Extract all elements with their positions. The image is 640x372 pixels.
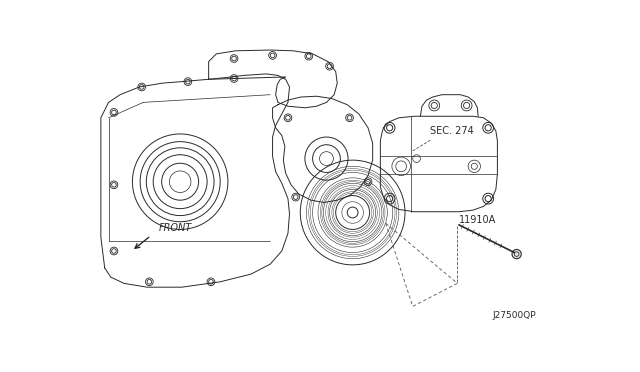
- Text: SEC. 274: SEC. 274: [431, 125, 474, 135]
- Text: 11910A: 11910A: [459, 215, 496, 225]
- Text: J27500QP: J27500QP: [492, 311, 536, 320]
- Text: FRONT: FRONT: [159, 222, 192, 232]
- Circle shape: [512, 250, 521, 259]
